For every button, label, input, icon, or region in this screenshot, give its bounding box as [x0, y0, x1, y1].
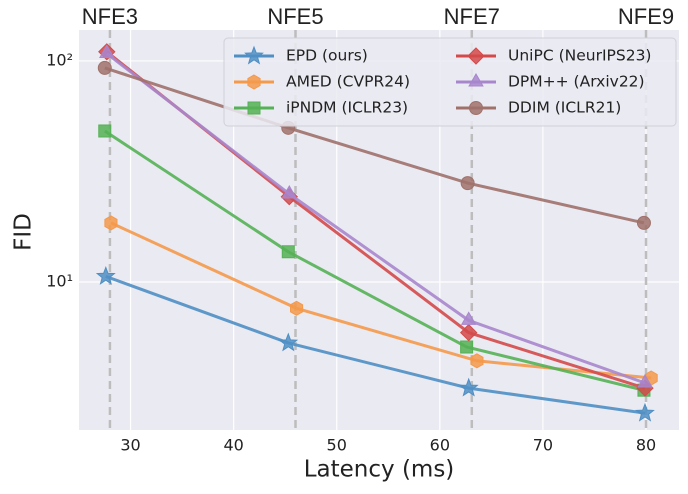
y-tick-label: 10¹: [46, 271, 73, 290]
series-line: [103, 129, 645, 392]
legend-marker: [247, 101, 261, 115]
series-line: [104, 66, 645, 225]
data-point: [470, 353, 484, 369]
nfe-label: NFE7: [444, 4, 500, 29]
legend-marker: [247, 74, 261, 90]
legend-box: [223, 37, 677, 127]
y-axis-label: FID: [11, 213, 37, 251]
x-tick-label: 70: [533, 436, 553, 455]
data-point: [104, 215, 118, 231]
x-tick-label: 40: [223, 436, 243, 455]
legend-label: UniPC (NeurIPS23): [508, 47, 651, 65]
data-point: [460, 176, 475, 191]
data-point: [636, 215, 651, 230]
data-point: [637, 373, 653, 388]
legend-label: DPM++ (Arxiv22): [508, 73, 645, 91]
legend-marker: [244, 45, 264, 65]
legend-label: DDIM (ICLR21): [508, 99, 621, 117]
data-point: [459, 323, 478, 342]
x-tick-label: 50: [327, 436, 347, 455]
legend-marker: [468, 72, 484, 87]
data-point: [635, 402, 655, 422]
data-point: [281, 184, 298, 199]
x-tick-label: 80: [636, 436, 656, 455]
legend-marker: [467, 47, 485, 65]
nfe-label: NFE3: [82, 4, 138, 29]
x-axis-label: Latency (ms): [304, 457, 455, 483]
legend-label: iPNDM (ICLR23): [286, 99, 408, 117]
data-point: [458, 377, 479, 397]
data-point: [460, 340, 474, 354]
data-point: [290, 300, 304, 316]
legend-marker: [469, 101, 483, 115]
x-tick-label: 30: [120, 436, 140, 455]
nfe-label: NFE5: [267, 4, 323, 29]
x-tick-label: 60: [430, 436, 450, 455]
data-point: [98, 124, 112, 138]
data-point: [281, 245, 295, 259]
legend-label: AMED (CVPR24): [286, 73, 410, 91]
data-point: [99, 44, 115, 58]
legend-label: EPD (ours): [286, 47, 368, 65]
nfe-label: NFE9: [618, 4, 674, 29]
series-line: [105, 274, 646, 415]
y-tick-label: 10²: [46, 50, 73, 69]
data-point: [460, 311, 477, 325]
data-point: [95, 265, 116, 285]
series-line: [105, 52, 646, 385]
data-point: [97, 60, 112, 75]
data-point: [278, 332, 299, 352]
